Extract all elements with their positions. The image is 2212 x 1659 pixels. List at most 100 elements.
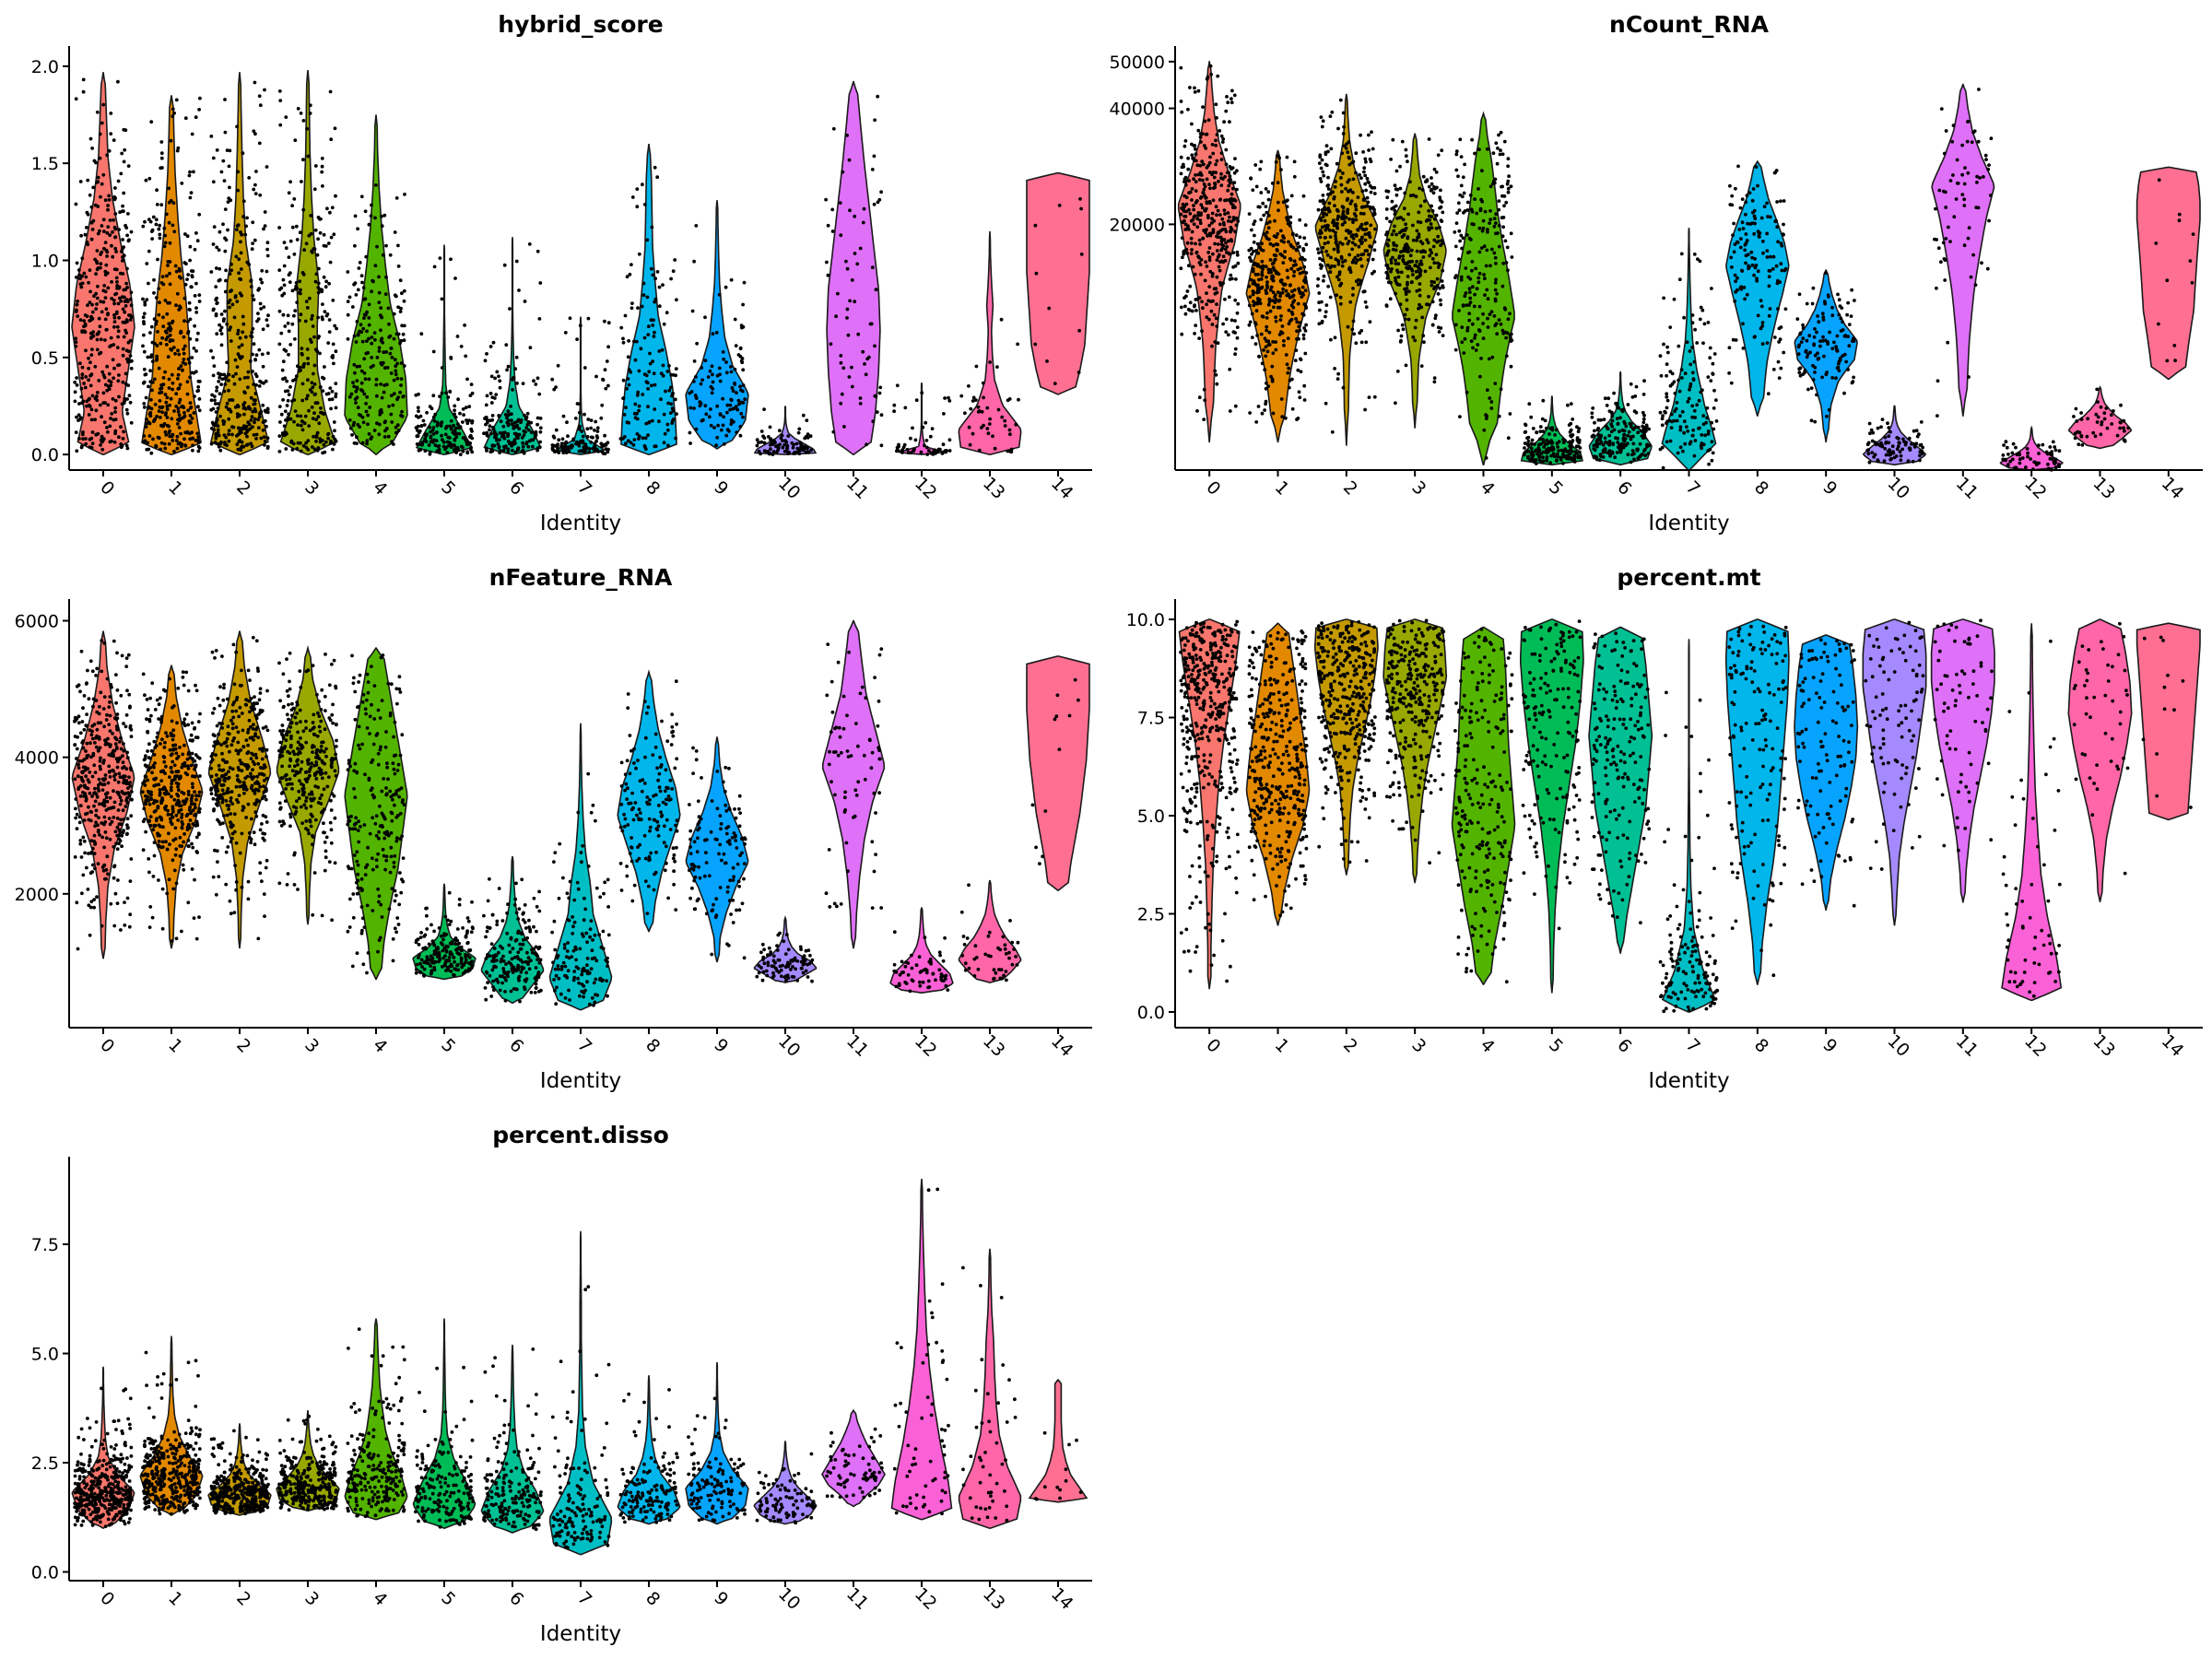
cell-point [1233, 319, 1237, 323]
cell-point [300, 347, 304, 350]
cell-point [300, 180, 303, 183]
cell-point [1352, 332, 1357, 336]
cell-point [1362, 289, 1367, 294]
cell-point [116, 435, 121, 440]
cell-point [1427, 184, 1431, 189]
cell-point [1493, 382, 1498, 385]
cell-point [1330, 110, 1335, 114]
violin-cluster-3 [1382, 133, 1447, 429]
cell-point [831, 429, 836, 434]
cell-point [177, 266, 182, 271]
cell-point [506, 439, 511, 443]
cell-point [121, 347, 125, 351]
cell-point [729, 422, 734, 426]
cell-point [326, 341, 331, 345]
cell-point [238, 377, 242, 382]
cell-point [1499, 130, 1503, 135]
cell-point [1233, 298, 1238, 302]
cell-point [603, 368, 607, 372]
cell-point [1271, 278, 1276, 283]
cell-point [1259, 218, 1264, 222]
cell-point [762, 407, 766, 411]
cell-point [664, 389, 667, 394]
cell-point [767, 452, 771, 456]
cell-point [1504, 261, 1509, 265]
cell-point [284, 430, 288, 435]
cell-point [872, 202, 877, 206]
cell-point [1287, 240, 1290, 244]
cell-point [1230, 192, 1234, 196]
cell-point [563, 447, 568, 452]
cell-point [1181, 162, 1185, 167]
cell-point [1331, 190, 1335, 194]
cell-point [115, 324, 120, 329]
cell-point [1500, 328, 1505, 333]
cell-point [377, 290, 382, 295]
cell-point [1710, 440, 1714, 444]
cell-point [197, 212, 202, 217]
cell-point [88, 360, 92, 365]
cell-point [213, 402, 218, 406]
cell-point [1274, 347, 1278, 352]
cell-point [278, 420, 282, 424]
cell-point [1706, 321, 1711, 324]
cell-point [448, 389, 453, 394]
cell-point [667, 364, 671, 368]
cell-point [432, 418, 437, 423]
cell-point [310, 381, 314, 385]
cell-point [1226, 333, 1230, 337]
cell-point [327, 281, 331, 286]
cell-point [346, 337, 350, 341]
cell-point [244, 406, 248, 411]
cell-point [1057, 204, 1062, 207]
cell-point [1548, 461, 1552, 465]
cell-point [84, 441, 88, 446]
cell-point [1389, 261, 1394, 265]
cell-point [1622, 439, 1627, 443]
cell-point [148, 331, 152, 335]
cell-point [531, 444, 535, 449]
cell-point [1350, 241, 1355, 245]
cell-point [1214, 102, 1218, 107]
cell-point [236, 332, 240, 335]
cell-point [373, 216, 377, 220]
cell-point [346, 270, 350, 274]
cell-point [106, 403, 111, 407]
cell-point [1459, 183, 1464, 188]
cell-point [356, 227, 359, 231]
cell-point [494, 433, 498, 438]
cell-point [662, 441, 666, 445]
cell-point [1260, 361, 1265, 366]
cell-point [1549, 439, 1553, 443]
cell-point [1047, 306, 1052, 311]
cell-point [94, 272, 98, 276]
cell-point [178, 441, 182, 445]
cell-point [538, 440, 542, 444]
cell-point [87, 397, 91, 402]
cell-point [122, 191, 126, 195]
cell-point [365, 310, 369, 314]
cell-point [1400, 139, 1405, 144]
cell-point [1434, 313, 1438, 318]
cell-point [190, 417, 194, 420]
cell-point [1266, 197, 1271, 202]
cell-point [1321, 245, 1325, 250]
cell-point [296, 441, 300, 445]
cell-point [1677, 277, 1682, 282]
cell-point [647, 420, 651, 425]
cell-point [1320, 300, 1324, 304]
cell-point [1454, 149, 1459, 154]
cell-point [215, 332, 219, 336]
cell-point [1536, 449, 1541, 453]
cell-point [178, 382, 182, 387]
cell-point [367, 302, 371, 307]
cell-point [1531, 453, 1535, 458]
cell-point [263, 439, 267, 443]
cell-point [112, 366, 116, 371]
cell-point [171, 319, 175, 324]
cell-point [1266, 190, 1271, 194]
cell-point [435, 449, 440, 453]
cell-point [174, 392, 179, 396]
cell-point [701, 418, 705, 422]
cell-point [1329, 337, 1333, 342]
